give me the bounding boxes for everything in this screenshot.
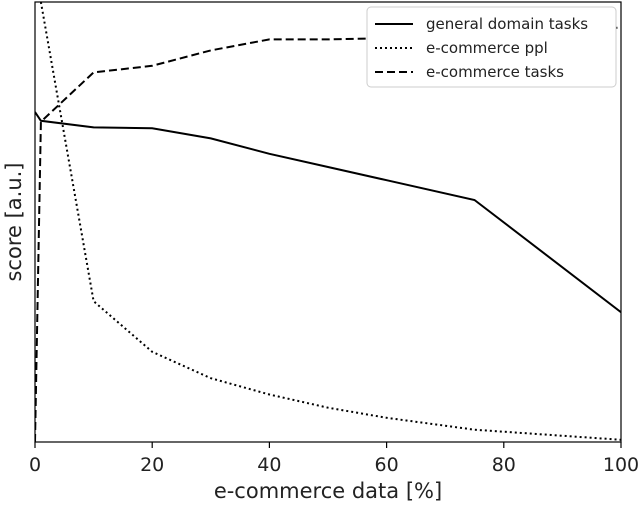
x-axis-ticks: 0 20 40 60 80 100 — [29, 442, 639, 476]
legend-entry-e-commerce-ppl: e-commerce ppl — [426, 39, 548, 57]
legend-entry-e-commerce-tasks: e-commerce tasks — [426, 63, 564, 81]
x-tick-label: 20 — [140, 454, 164, 476]
x-axis-label: e-commerce data [%] — [214, 479, 442, 503]
series-line-general-domain-tasks — [35, 111, 621, 313]
x-tick-label: 80 — [492, 454, 516, 476]
x-tick-label: 0 — [29, 454, 41, 476]
legend-box — [366, 6, 617, 88]
y-axis-label: score [a.u.] — [2, 162, 26, 281]
legend: general domain tasks e-commerce ppl e-co… — [366, 6, 617, 88]
plot-frame — [34, 1, 622, 443]
x-tick-label: 100 — [603, 454, 639, 476]
x-tick-label: 60 — [375, 454, 399, 476]
legend-entry-general-domain-tasks: general domain tasks — [426, 15, 588, 33]
series-line-e-commerce-ppl — [39, 2, 621, 441]
x-tick-label: 40 — [257, 454, 281, 476]
